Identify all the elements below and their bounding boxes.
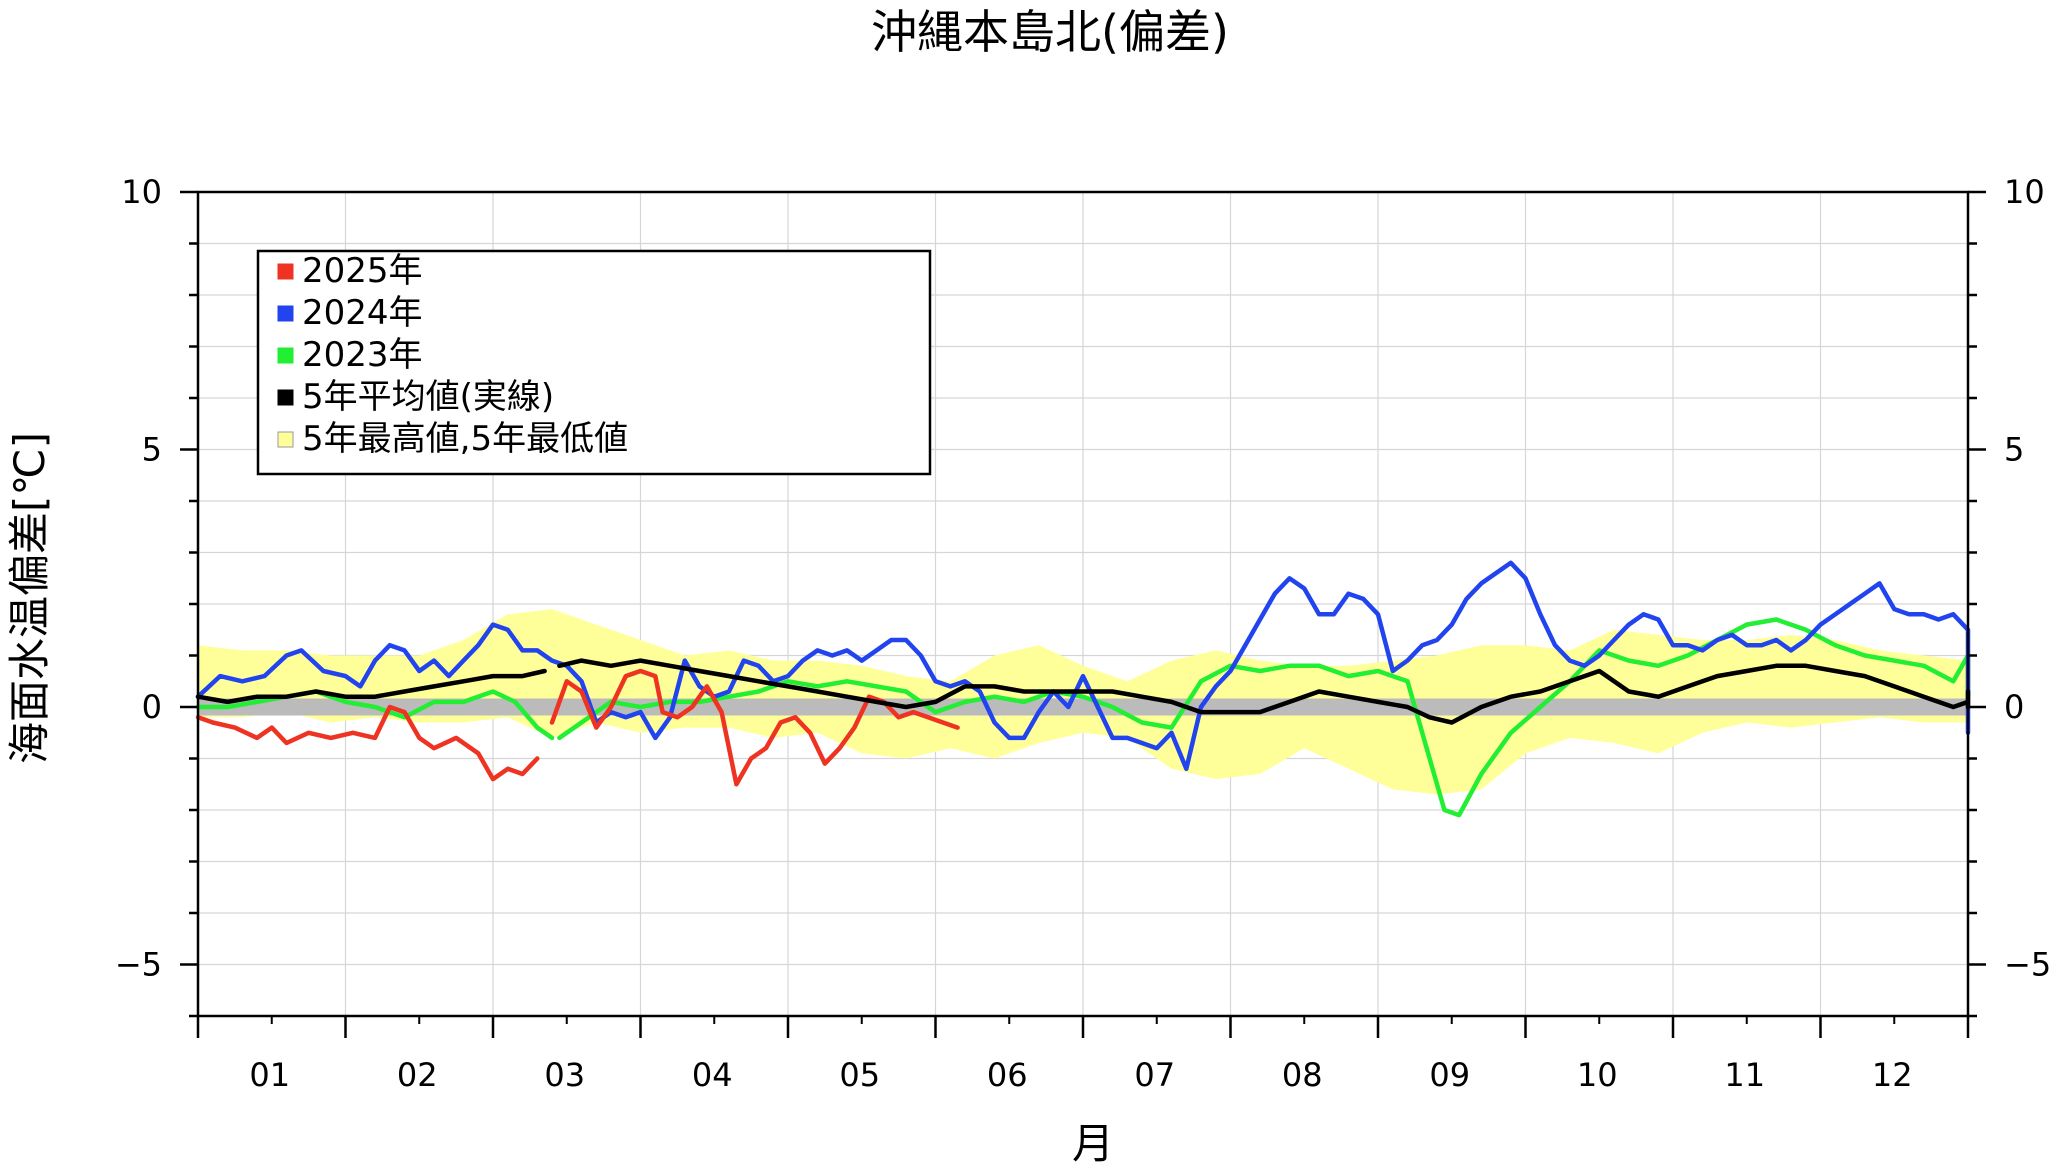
legend-label: 2024年 [302,293,423,333]
y-tick-label-right: 0 [2004,688,2024,726]
x-tick-label: 02 [397,1056,438,1094]
legend-swatch [277,347,294,364]
x-tick-label: 05 [839,1056,880,1094]
y-tick-label-right: 5 [2004,431,2024,469]
legend-swatch [277,389,294,406]
y-tick-label-left: −5 [115,946,162,984]
legend-swatch [277,263,294,280]
series-line-2 [557,617,1971,818]
y-axis-label: 海面水温偏差[℃] [5,432,54,764]
legend-label: 2023年 [302,335,423,375]
legend-box [256,249,932,476]
series-lines [195,560,1971,818]
chart-title: 沖縄本島北(偏差) [871,5,1229,59]
x-tick-label: 09 [1429,1056,1470,1094]
series-line-3 [557,658,1971,725]
y-tick-label-left: 10 [121,173,162,211]
x-tick-label: 03 [544,1056,585,1094]
legend-label: 5年最高値,5年最低値 [302,419,628,459]
legend-label: 5年平均値(実線) [302,377,554,417]
x-tick-label: 01 [249,1056,290,1094]
series-line-0 [195,704,540,782]
y-tick-label-right: −5 [2004,946,2051,984]
x-tick-label: 10 [1577,1056,1618,1094]
series-line-0 [549,668,960,787]
y-tick-label-left: 5 [142,431,162,469]
axis-ticks: 10 10 5 5 0 0 −5 −5 01 02 03 04 05 06 07 08 09 10 11 12 [115,173,2051,1094]
legend-swatch [277,431,294,448]
y-tick-label-right: 10 [2004,173,2045,211]
x-tick-label: 08 [1282,1056,1323,1094]
x-tick-label: 11 [1724,1056,1765,1094]
y-tick-label-left: 0 [142,688,162,726]
x-tick-label: 12 [1872,1056,1913,1094]
legend-label: 2025年 [302,251,423,291]
legend-swatch [277,305,294,322]
x-tick-label: 04 [692,1056,733,1094]
x-tick-label: 06 [987,1056,1028,1094]
series-line-3 [195,668,547,705]
x-axis-label: 月 [1072,1119,1114,1166]
x-tick-label: 07 [1134,1056,1175,1094]
